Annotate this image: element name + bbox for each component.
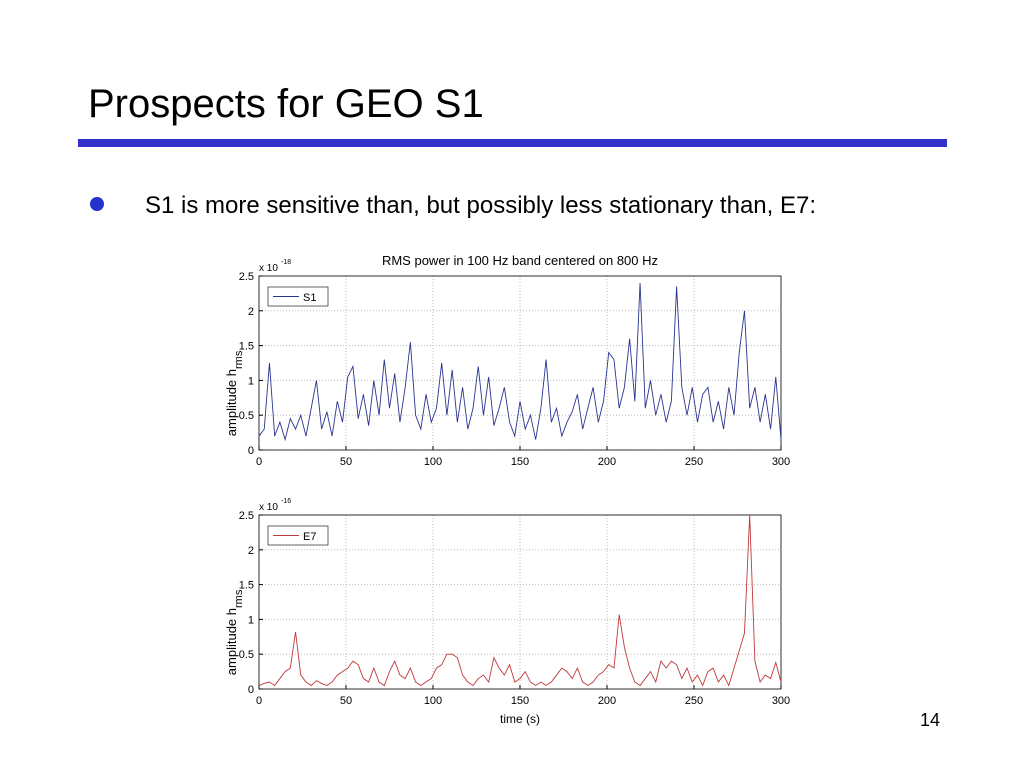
y-tick-label: 1: [248, 375, 254, 387]
y-tick-label: 2: [248, 545, 254, 557]
x-tick-label: 300: [772, 456, 790, 468]
x-tick-label: 50: [340, 695, 352, 707]
y-tick-label: 0: [248, 684, 254, 696]
x-tick-label: 150: [511, 695, 529, 707]
multiplier-exponent: -18: [281, 259, 291, 266]
y-label-main: amplitude h: [224, 608, 239, 675]
x-tick-label: 200: [598, 456, 616, 468]
axes-box: [258, 275, 782, 451]
title-rule: [78, 139, 947, 147]
y-label-sub: rms: [233, 589, 245, 608]
x-tick-label: 250: [685, 456, 703, 468]
axes-box: [258, 514, 782, 690]
x-tick-label: 0: [256, 456, 262, 468]
series-line: [258, 514, 782, 687]
x-tick-label: 200: [598, 695, 616, 707]
y-tick-label: 1: [248, 614, 254, 626]
x-tick-label: 0: [256, 695, 262, 707]
y-tick-label: 1.5: [239, 341, 254, 353]
chart-title: RMS power in 100 Hz band centered on 800…: [382, 253, 658, 268]
y-tick-label: 0: [248, 445, 254, 457]
legend-label: S1: [303, 292, 316, 304]
y-label-sub: rms: [233, 350, 245, 369]
series-line: [258, 282, 782, 442]
y-tick-label: 0.5: [239, 410, 254, 422]
y-tick-label: 0.5: [239, 649, 254, 661]
y-tick-label: 2.5: [239, 271, 254, 283]
multiplier: x 10: [259, 263, 278, 274]
y-label-main: amplitude h: [224, 369, 239, 436]
y-tick-label: 1.5: [239, 580, 254, 592]
y-tick-label: 2: [248, 306, 254, 318]
multiplier: x 10: [259, 502, 278, 513]
page-number: 14: [920, 710, 940, 730]
x-axis-label: time (s): [500, 712, 540, 726]
x-tick-label: 50: [340, 456, 352, 468]
bullet-dot: [90, 197, 104, 211]
x-tick-label: 150: [511, 456, 529, 468]
x-tick-label: 100: [424, 695, 442, 707]
x-tick-label: 100: [424, 456, 442, 468]
slide-title: Prospects for GEO S1: [88, 82, 484, 126]
x-tick-label: 300: [772, 695, 790, 707]
x-tick-label: 250: [685, 695, 703, 707]
bullet-text: S1 is more sensitive than, but possibly …: [145, 192, 816, 219]
y-tick-label: 2.5: [239, 510, 254, 522]
multiplier-exponent: -16: [281, 498, 291, 505]
legend-label: E7: [303, 531, 316, 543]
